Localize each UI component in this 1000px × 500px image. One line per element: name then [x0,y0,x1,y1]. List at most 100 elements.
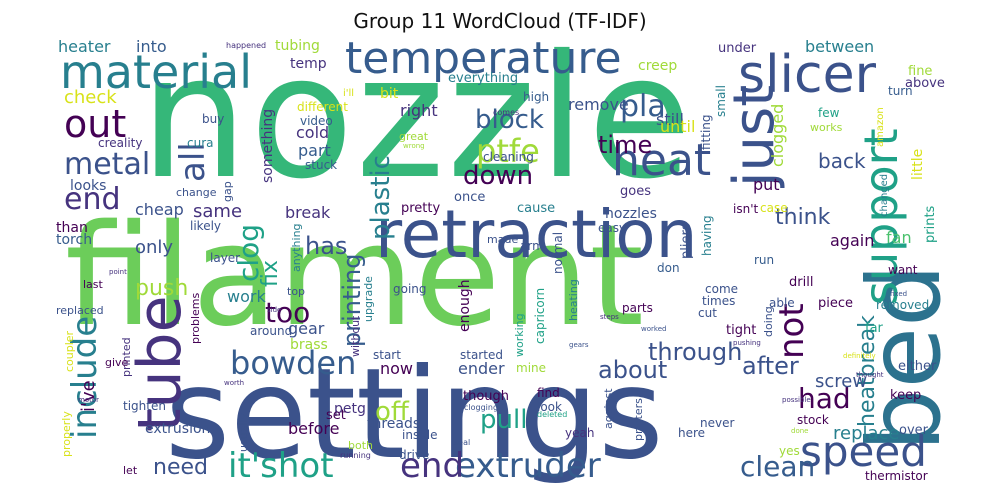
word: clogging [464,403,499,412]
word: want [888,263,918,277]
word: fitting [699,114,713,150]
word: pull [480,405,528,435]
word: started [460,348,503,362]
word: without [349,315,362,357]
word: changed [879,173,890,217]
word: stuck [305,158,338,172]
word: extrusion [145,421,211,437]
word: off [375,397,409,427]
word: both [348,439,373,452]
word: anything [290,223,303,272]
word: metal [64,147,151,182]
word: temp [290,56,327,72]
word: check [64,87,117,108]
word: something [260,108,276,183]
word: into [136,37,167,56]
word: capricorn [533,287,547,344]
word: looks [70,178,107,194]
word: bit [380,86,399,102]
word: far [865,321,883,336]
word: against [602,388,615,429]
word: fix [258,260,283,287]
word: high [523,90,550,104]
word: doing [762,306,775,337]
word: video [300,114,333,128]
word: going [393,282,427,296]
word: amazon [875,107,886,147]
word: torch [56,232,93,248]
word: time [598,131,653,159]
word: point [109,268,127,276]
word: about [598,356,668,384]
word: gap [221,181,234,202]
word-cloud: nozzle filament settings retraction bed … [50,37,950,487]
word: enough [457,279,473,332]
word: cheap [135,200,184,219]
word: removed [876,298,930,312]
word: little [910,148,926,180]
word: deleted [537,410,568,419]
word: too [265,296,311,329]
word: cut [698,306,717,320]
word: easy [598,221,627,235]
word: end [64,182,121,217]
word: top [287,285,306,298]
word: still [656,110,684,129]
word: properly [60,411,73,457]
word: had [798,382,851,415]
word: pliers [679,223,694,259]
word: able [769,296,795,310]
word: different [297,100,348,114]
word: filament [65,195,645,358]
word: though [463,389,510,404]
word: made [487,233,519,246]
word: nozzles [605,206,657,222]
word: last [83,278,103,291]
word: above [905,76,945,91]
word: run [754,253,775,267]
word: it'shot [228,446,334,486]
word: upgrade [362,276,375,322]
word: creality [98,136,143,150]
word: thought [856,371,884,379]
word: through [648,338,743,366]
word: extruder [455,446,601,486]
word: small [714,85,728,117]
word: set [326,408,346,423]
word: find [537,386,560,400]
word: comes [493,108,520,117]
word: happened [226,41,267,50]
word: heat [612,135,712,186]
word: running [340,451,371,460]
word: cura [187,136,214,150]
word: bowden [230,344,357,382]
word: same [193,201,243,222]
word: replace [833,423,900,444]
word: fixed [890,290,908,298]
word: tighten [123,399,166,413]
word: now [380,359,414,378]
word: i'll [343,88,355,99]
word: screw [815,371,868,392]
word: creep [638,58,678,74]
word: tubing [275,38,320,54]
word: down [463,161,534,191]
word: tight [726,323,757,338]
word: ender [458,359,505,378]
word: only [135,237,174,258]
word: pla [620,89,666,124]
word: heating [567,279,580,321]
word: temperature [345,37,622,84]
word: having [700,215,714,256]
word: heater [58,37,111,56]
word: goes [620,184,651,199]
word: prints [923,205,938,243]
word: yes [779,444,800,458]
word: times [702,294,736,308]
word: pushing [733,339,761,347]
word: printers [632,398,645,441]
word: speed [800,427,927,476]
word: working [513,313,526,357]
word: arm [520,239,544,253]
word: gears [569,341,589,349]
